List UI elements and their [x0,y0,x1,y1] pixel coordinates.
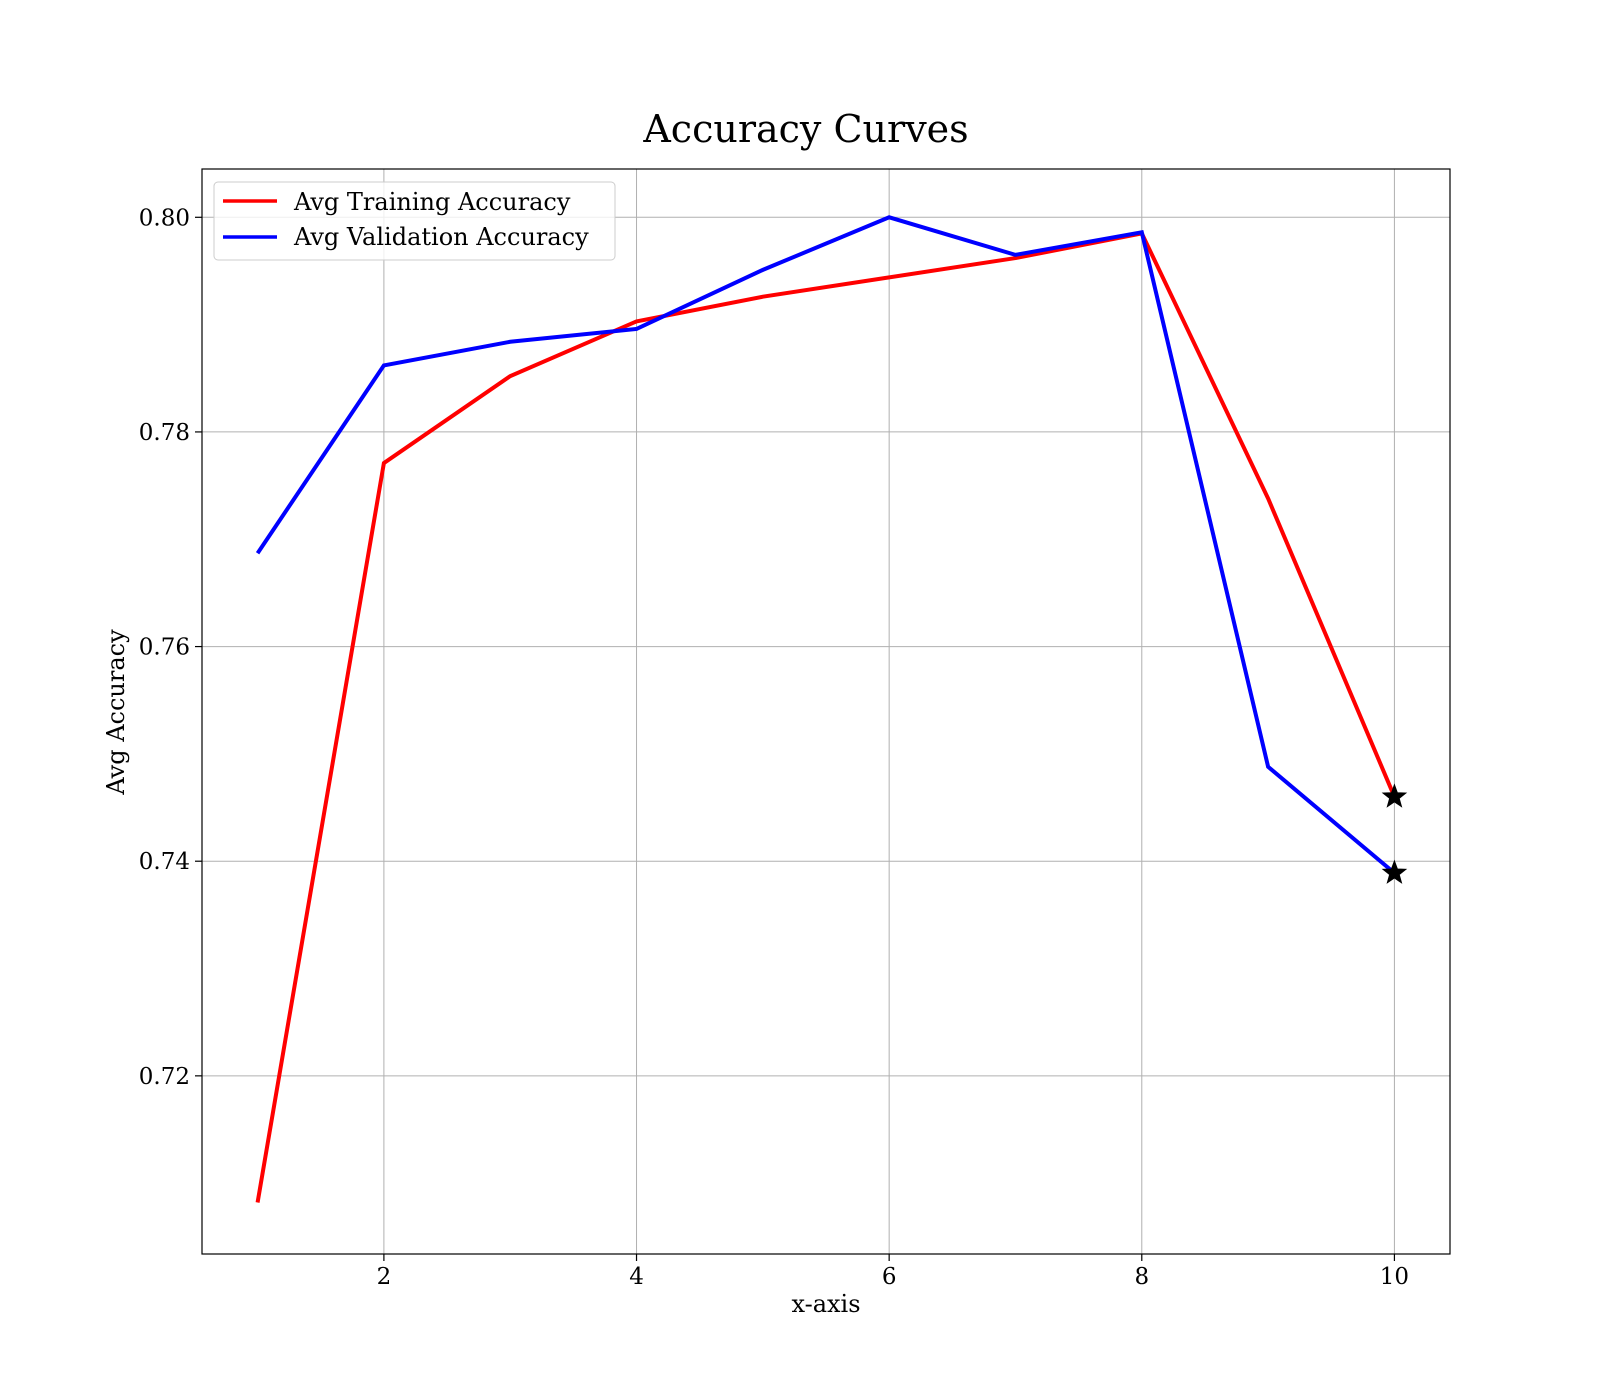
legend-label-validation: Avg Validation Accuracy [293,223,589,251]
y-tick-label: 0.76 [139,635,190,661]
y-tick-label: 0.80 [139,205,190,231]
legend-box [213,181,616,261]
validation-accuracy-line [255,215,1396,875]
y-tick-label: 0.74 [139,849,190,875]
legend: Avg Training Accuracy Avg Validation Acc… [213,181,616,261]
x-tick-label: 4 [629,1264,644,1290]
chart-title: Accuracy Curves [642,107,968,151]
x-axis-label: x-axis [791,1290,860,1318]
y-tick-label: 0.78 [139,420,190,446]
y-tick-label: 0.72 [139,1064,190,1090]
x-tick-label: 6 [882,1264,897,1290]
x-tick-label: 2 [377,1264,392,1290]
grid-lines [202,169,1450,1254]
plot-frame [201,168,1451,1255]
x-tick-label: 8 [1134,1264,1149,1290]
y-axis-label: Avg Accuracy [102,629,130,796]
axis-ticks: 2 4 6 8 10 0.72 0.74 0.76 0.78 0.80 [139,205,1409,1290]
training-accuracy-line [255,231,1397,1203]
training-end-star-marker [1381,783,1408,808]
x-tick-label: 10 [1380,1264,1409,1290]
series-lines [255,215,1397,1203]
legend-label-training: Avg Training Accuracy [293,188,571,216]
validation-end-star-marker [1381,859,1408,884]
end-markers [1381,783,1408,884]
